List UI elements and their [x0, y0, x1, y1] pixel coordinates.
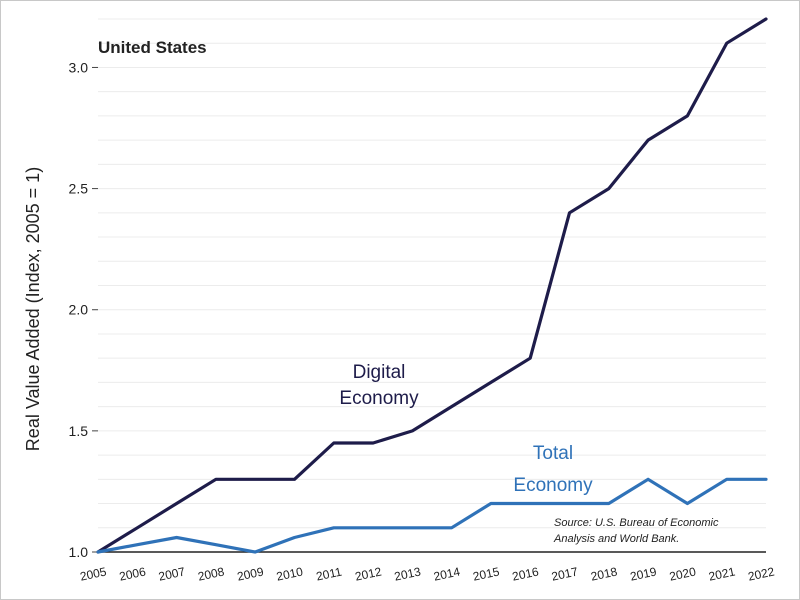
y-tick-label: 3.0 — [69, 59, 89, 75]
chart-title: United States — [98, 38, 207, 57]
source-note-line-2: Analysis and World Bank. — [553, 533, 679, 545]
y-tick-label: 2.0 — [69, 302, 89, 318]
x-tick-label: 2019 — [629, 564, 658, 583]
x-tick-label: 2006 — [118, 564, 147, 583]
series-lines — [96, 17, 768, 554]
total-economy-label-line-1: Total — [533, 443, 573, 464]
total-economy-line — [96, 477, 768, 554]
digital-economy-line — [96, 17, 768, 554]
x-tick-label: 2014 — [432, 564, 461, 583]
digital-economy-label-line-1: Digital — [353, 362, 406, 383]
x-tick-label: 2011 — [315, 564, 343, 583]
x-tick-label: 2008 — [197, 564, 226, 583]
x-tick-label: 2009 — [236, 564, 265, 583]
x-tick-label: 2018 — [589, 564, 618, 583]
x-tick-label: 2005 — [79, 564, 108, 583]
digital-economy-label-line-2: Economy — [339, 388, 419, 409]
y-tick-label: 1.0 — [69, 544, 89, 560]
x-tick-label: 2016 — [511, 564, 540, 583]
y-tick-label: 2.5 — [69, 181, 89, 197]
x-tick-label: 2012 — [354, 564, 383, 583]
x-tick-label: 2015 — [472, 564, 501, 583]
source-note-line-1: Source: U.S. Bureau of Economic — [554, 517, 719, 529]
x-axis-ticks: 2005 2006 2007 2008 2009 2010 2011 2012 2013 2014… — [79, 564, 776, 583]
x-tick-label: 2021 — [707, 564, 736, 583]
y-axis-ticks: 1.0 1.5 2.0 2.5 3.0 — [69, 59, 98, 560]
x-tick-label: 2010 — [275, 564, 304, 583]
x-tick-label: 2017 — [550, 564, 579, 583]
x-tick-label: 2022 — [747, 564, 776, 583]
x-tick-label: 2007 — [157, 564, 186, 583]
y-tick-label: 1.5 — [69, 423, 89, 439]
x-tick-label: 2013 — [393, 564, 422, 583]
x-tick-label: 2020 — [668, 564, 697, 583]
y-axis-label: Real Value Added (Index, 2005 = 1) — [23, 167, 43, 451]
total-economy-label-line-2: Economy — [513, 475, 593, 496]
gridlines — [98, 18, 766, 529]
